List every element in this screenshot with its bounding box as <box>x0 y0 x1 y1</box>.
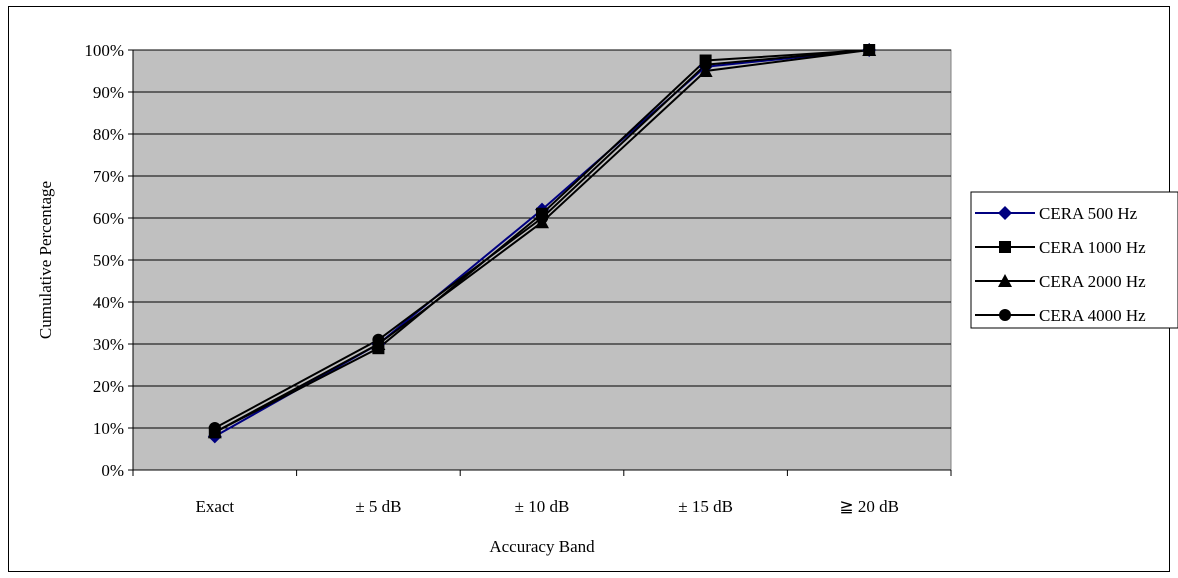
x-tick-label: ± 10 dB <box>515 497 570 516</box>
y-tick-label: 80% <box>93 125 124 144</box>
series-markers <box>207 43 877 444</box>
y-tick-label: 60% <box>93 209 124 228</box>
gridlines <box>133 49 951 429</box>
x-tick-labels: Exact ± 5 dB ± 10 dB ± 15 dB ≧ 20 dB <box>132 470 952 516</box>
circle-marker <box>999 309 1011 321</box>
triangle-marker <box>998 274 1012 287</box>
circle-marker <box>536 212 548 224</box>
y-tick-label: 20% <box>93 377 124 396</box>
y-tick-label: 30% <box>93 335 124 354</box>
y-tick-label: 90% <box>93 83 124 102</box>
x-axis-label: Accuracy Band <box>489 537 595 556</box>
x-tick-label: ± 5 dB <box>355 497 401 516</box>
y-axis-label: Cumulative Percentage <box>36 181 55 339</box>
y-tick-labels: 0% 10% 20% 30% 40% 50% 60% 70% 80% 90% 100% <box>84 41 133 480</box>
x-tick-label: Exact <box>195 497 234 516</box>
diamond-marker <box>998 206 1012 220</box>
square-marker <box>999 241 1011 253</box>
y-tick-label: 0% <box>101 461 124 480</box>
legend-label: CERA 1000 Hz <box>1039 238 1146 257</box>
circle-marker <box>208 422 221 434</box>
circle-marker <box>863 44 876 56</box>
legend-label: CERA 500 Hz <box>1039 204 1138 223</box>
circle-marker <box>699 58 712 71</box>
legend-label: CERA 4000 Hz <box>1039 306 1146 325</box>
circle-marker <box>372 333 385 346</box>
legend: CERA 500 Hz CERA 1000 Hz CERA 2000 Hz CERA … <box>970 191 1178 329</box>
y-tick-label: 70% <box>93 167 124 186</box>
y-tick-label: 10% <box>93 419 124 438</box>
y-tick-label: 100% <box>84 41 124 60</box>
x-tick-label: ± 15 dB <box>678 497 733 516</box>
x-tick-label: ≧ 20 dB <box>839 497 899 516</box>
legend-label: CERA 2000 Hz <box>1039 272 1146 291</box>
y-tick-label: 50% <box>93 251 124 270</box>
y-tick-label: 40% <box>93 293 124 312</box>
